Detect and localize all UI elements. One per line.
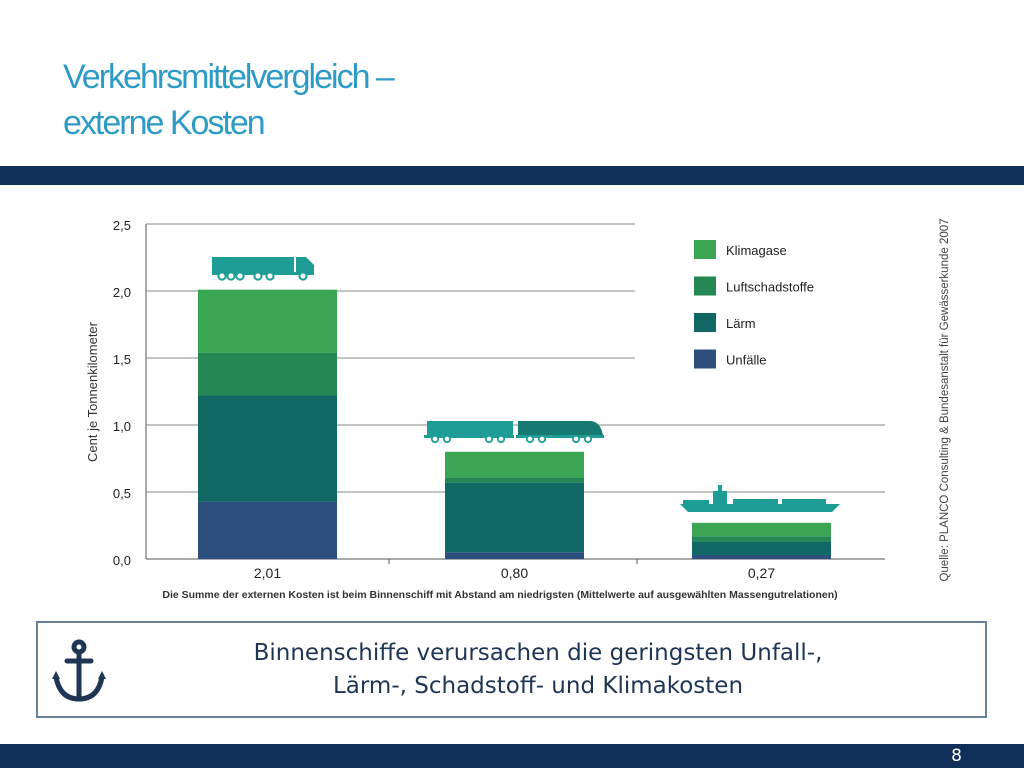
train-wheel (484, 434, 494, 444)
train-wheel (496, 434, 506, 444)
train-wheel (571, 434, 581, 444)
bar-segment-laerm (692, 541, 831, 555)
legend-label: Unfälle (726, 353, 766, 368)
y-tick-label: 1,5 (113, 352, 131, 367)
ship-bridge (713, 491, 727, 504)
train-loco-base (516, 435, 604, 438)
ship-cargo-1 (733, 499, 778, 505)
y-tick-label: 2,0 (113, 285, 131, 300)
ship-mast (718, 485, 722, 491)
bar-segment-laerm (445, 482, 584, 553)
truck-wheel (217, 271, 227, 281)
legend-swatch (694, 276, 716, 296)
bar-segment-luftschadstoffe (445, 477, 584, 483)
callout-box: Binnenschiffe verursachen die geringsten… (36, 621, 987, 718)
legend-label: Luftschadstoffe (726, 280, 814, 295)
y-tick-label: 2,5 (113, 218, 131, 233)
anchor-icon (52, 639, 106, 702)
train-locomotive (518, 421, 603, 435)
train-wheel (525, 434, 535, 444)
ship-cargo-2 (782, 499, 826, 505)
truck-cab (296, 257, 314, 274)
y-tick-label: 0,0 (113, 553, 131, 568)
bar-segment-luftschadstoffe (198, 352, 337, 396)
x-category-label: 0,80 (501, 565, 528, 581)
bar-segment-laerm (198, 395, 337, 502)
x-category-label: 0,27 (748, 565, 775, 581)
chart-source: Quelle: PLANCO Consulting & Bundesanstal… (939, 218, 951, 581)
page-number: 8 (951, 746, 962, 766)
legend-swatch (694, 313, 716, 332)
train-wheel (430, 434, 440, 444)
x-category-label: 2,01 (254, 565, 281, 581)
y-tick-label: 0,5 (113, 486, 131, 501)
footer-bar: 8 (0, 744, 1024, 768)
legend-swatch (694, 349, 716, 369)
train-wagon-base (424, 435, 514, 438)
legend-swatch (694, 240, 716, 259)
train-wheel (442, 434, 452, 444)
slide-title-line2: externe Kosten (63, 104, 266, 142)
chart-caption: Die Summe der externen Kosten ist beim B… (162, 589, 837, 601)
callout-line1: Binnenschiffe verursachen die geringsten… (253, 640, 823, 666)
bar-segment-unfaelle (445, 552, 584, 559)
bar-segment-unfaelle (692, 554, 831, 559)
bar-segment-klimagase (445, 451, 584, 478)
y-axis-label: Cent je Tonnenkilometer (85, 321, 100, 462)
truck-wheel (226, 271, 236, 281)
truck-wheel (253, 271, 263, 281)
truck-wheel (235, 271, 245, 281)
train-wheel (583, 434, 593, 444)
train-icon (424, 421, 604, 444)
truck-trailer (212, 257, 294, 272)
train-wagon (427, 421, 513, 435)
bar-segment-unfaelle (198, 501, 337, 559)
truck-icon (212, 257, 314, 281)
bar-segment-luftschadstoffe (692, 536, 831, 542)
truck-chassis (212, 272, 314, 275)
y-tick-label: 1,0 (113, 419, 131, 434)
ship-icon (680, 485, 840, 512)
slide-title-line1: Verkehrsmittelvergleich – (63, 58, 395, 96)
slide-title: Verkehrsmittelvergleich – externe Kosten (63, 54, 395, 146)
bar-segment-klimagase (692, 522, 831, 537)
truck-wheel (265, 271, 275, 281)
ship-bow-deck (683, 500, 709, 504)
train-wheel (537, 434, 547, 444)
ship-hull (680, 504, 840, 512)
callout-line2: Lärm-, Schadstoff- und Klimakosten (332, 673, 744, 699)
legend-label: Klimagase (726, 243, 787, 258)
header-divider-bar (0, 166, 1024, 185)
legend-label: Lärm (726, 316, 756, 331)
bar-segment-klimagase (198, 289, 337, 353)
truck-wheel (298, 271, 308, 281)
callout-text: Binnenschiffe verursachen die geringsten… (188, 637, 888, 703)
